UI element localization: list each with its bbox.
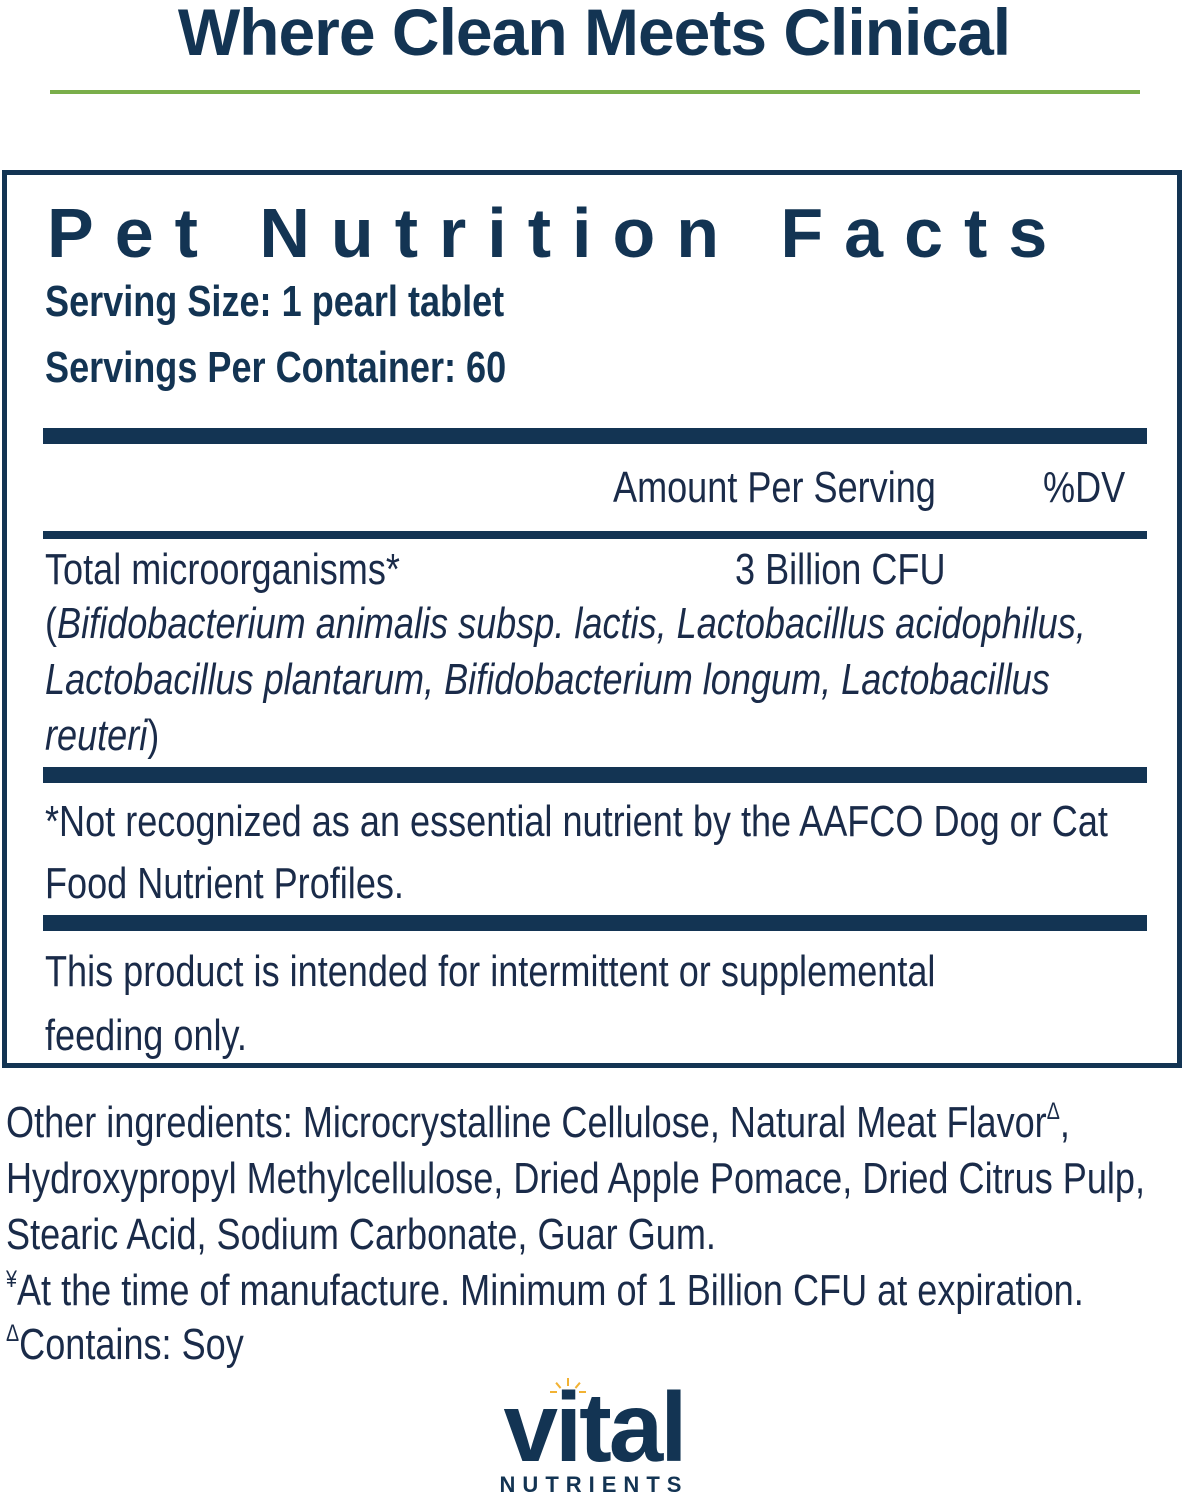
serving-size: Serving Size: 1 pearl tablet bbox=[45, 277, 505, 326]
nutrition-facts-panel: Pet Nutrition Facts Serving Size: 1 pear… bbox=[2, 170, 1182, 1068]
open-paren: ( bbox=[45, 599, 58, 648]
tagline-divider bbox=[50, 90, 1140, 94]
panel-title: Pet Nutrition Facts bbox=[47, 194, 1069, 272]
nutrient-name: Total microorganisms* bbox=[45, 545, 400, 594]
cfu-note-text: At the time of manufacture. Minimum of 1… bbox=[16, 1266, 1084, 1315]
nutrient-amount: 3 Billion CFU bbox=[735, 545, 946, 594]
thick-divider bbox=[43, 767, 1147, 783]
species-text-1: Bifidobacterium animalis subsp. lactis, … bbox=[57, 599, 1086, 648]
medium-divider bbox=[43, 531, 1147, 539]
amount-per-serving-header: Amount Per Serving bbox=[613, 463, 936, 512]
thick-divider bbox=[43, 428, 1147, 444]
other-ingredients-line-3: Stearic Acid, Sodium Carbonate, Guar Gum… bbox=[6, 1210, 716, 1259]
page-tagline: Where Clean Meets Clinical bbox=[177, 0, 1011, 69]
allergen-note-text: Contains: Soy bbox=[19, 1320, 244, 1369]
sun-icon bbox=[550, 1378, 586, 1398]
yen-mark: ¥ bbox=[6, 1266, 17, 1293]
close-paren: ) bbox=[147, 711, 160, 760]
servings-per-container: Servings Per Container: 60 bbox=[45, 343, 507, 392]
species-line-2: Lactobacillus plantarum, Bifidobacterium… bbox=[45, 655, 1050, 704]
comma: , bbox=[1059, 1098, 1070, 1147]
logo-subtitle: NUTRIENTS bbox=[499, 1472, 689, 1497]
footnote-line-2: Food Nutrient Profiles. bbox=[45, 859, 404, 908]
species-line-3: reuteri) bbox=[45, 711, 159, 761]
delta-mark: Δ bbox=[1046, 1098, 1060, 1125]
footnote-line-1: *Not recognized as an essential nutrient… bbox=[45, 797, 1108, 846]
other-ingredients-line-2: Hydroxypropyl Methylcellulose, Dried App… bbox=[6, 1154, 1146, 1203]
allergen-note: ΔContains: Soy bbox=[6, 1320, 244, 1370]
logo-wordmark: vital bbox=[503, 1372, 687, 1482]
species-line-1: (Bifidobacterium animalis subsp. lactis,… bbox=[45, 599, 1086, 649]
other-ingredients-line-1: Other ingredients: Microcrystalline Cell… bbox=[6, 1098, 1070, 1148]
vital-nutrients-logo: vital NUTRIENTS bbox=[474, 1372, 714, 1500]
delta-mark: Δ bbox=[6, 1320, 20, 1347]
feeding-line-1: This product is intended for intermitten… bbox=[45, 947, 936, 996]
feeding-line-2: feeding only. bbox=[45, 1011, 247, 1060]
cfu-note: ¥At the time of manufacture. Minimum of … bbox=[6, 1266, 1084, 1316]
other-ingredients-text: Other ingredients: Microcrystalline Cell… bbox=[6, 1098, 1047, 1147]
species-text-3: reuteri bbox=[45, 711, 148, 760]
dv-header: %DV bbox=[1043, 463, 1126, 512]
thick-divider bbox=[43, 915, 1147, 931]
